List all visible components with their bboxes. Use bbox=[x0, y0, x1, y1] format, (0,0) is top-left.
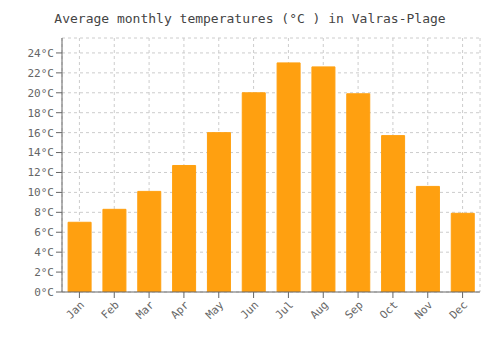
svg-text:6°C: 6°C bbox=[34, 226, 54, 239]
svg-text:24°C: 24°C bbox=[28, 47, 55, 60]
svg-text:14°C: 14°C bbox=[28, 146, 55, 159]
svg-text:10°C: 10°C bbox=[28, 186, 55, 199]
svg-text:12°C: 12°C bbox=[28, 166, 55, 179]
svg-text:2°C: 2°C bbox=[34, 266, 54, 279]
svg-text:4°C: 4°C bbox=[34, 246, 54, 259]
svg-text:22°C: 22°C bbox=[28, 67, 55, 80]
svg-text:Nov: Nov bbox=[412, 298, 436, 322]
svg-text:20°C: 20°C bbox=[28, 87, 55, 100]
svg-text:8°C: 8°C bbox=[34, 206, 54, 219]
svg-text:Jun: Jun bbox=[238, 298, 261, 321]
svg-text:Aug: Aug bbox=[308, 298, 331, 321]
svg-text:16°C: 16°C bbox=[28, 127, 55, 140]
svg-text:18°C: 18°C bbox=[28, 107, 55, 120]
svg-text:Mar: Mar bbox=[133, 298, 157, 322]
svg-text:Dec: Dec bbox=[447, 298, 470, 321]
svg-text:Feb: Feb bbox=[99, 298, 122, 321]
svg-text:Jan: Jan bbox=[64, 298, 87, 321]
html-text:Average monthly temperatures (: Average monthly temperatures (°C ) in Va… bbox=[54, 11, 446, 26]
svg-text:Jul: Jul bbox=[273, 298, 296, 321]
svg-text:May: May bbox=[203, 298, 227, 322]
svg-text:0°C: 0°C bbox=[34, 286, 54, 299]
svg-text:Apr: Apr bbox=[168, 298, 192, 322]
svg-text:Sep: Sep bbox=[342, 298, 365, 321]
svg-text:Oct: Oct bbox=[377, 298, 400, 321]
